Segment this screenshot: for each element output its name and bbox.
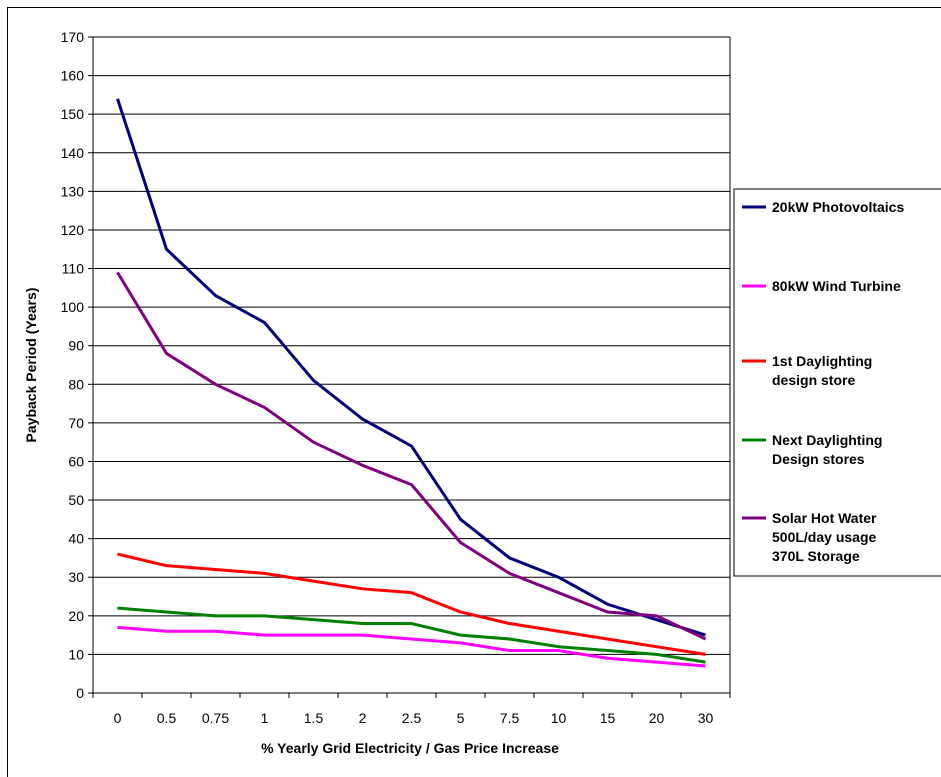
legend-label: 370L Storage	[772, 548, 860, 564]
y-axis-title: Payback Period (Years)	[23, 288, 39, 443]
x-axis-title: % Yearly Grid Electricity / Gas Price In…	[261, 740, 559, 756]
x-tick-label: 20	[649, 710, 665, 726]
legend-label: Design stores	[772, 451, 865, 467]
legend-label: 1st Daylighting	[772, 353, 872, 369]
y-tick-label: 130	[61, 183, 85, 199]
x-tick-label: 1	[261, 710, 269, 726]
legend-label: Solar Hot Water	[772, 510, 877, 526]
y-tick-label: 0	[76, 685, 84, 701]
legend-items: 20kW Photovoltaics 80kW Wind Turbine 1st D…	[742, 199, 904, 564]
legend-label: 20kW Photovoltaics	[772, 199, 904, 215]
x-tick-label: 0.75	[202, 710, 229, 726]
legend: 20kW Photovoltaics 80kW Wind Turbine 1st D…	[733, 188, 941, 577]
x-tick-label: 7.5	[500, 710, 520, 726]
legend-label: 80kW Wind Turbine	[772, 278, 901, 294]
y-tick-labels: 0 10 20 30 40 50 60 70 80 90 100 110 120 130 140 150 160…	[61, 29, 85, 701]
series-line-1	[116, 98, 706, 637]
y-tick-label: 170	[61, 29, 85, 45]
y-tick-label: 10	[68, 646, 84, 662]
y-tick-label: 60	[68, 453, 84, 469]
x-tick-labels: 0 0.5 0.75 1 1.5 2 2.5 5 7.5 10 15 20 30	[114, 710, 714, 726]
y-tick-label: 100	[61, 299, 85, 315]
legend-label: 500L/day usage	[772, 529, 876, 545]
x-tick-label: 10	[551, 710, 567, 726]
y-tick-label: 140	[61, 145, 85, 161]
y-tick-label: 90	[68, 338, 84, 354]
plot-area	[93, 37, 730, 693]
y-tick-label: 40	[68, 531, 84, 547]
x-tick-label: 5	[457, 710, 465, 726]
x-tick-label: 2	[359, 710, 367, 726]
x-tick-label: 2.5	[402, 710, 422, 726]
gridlines	[93, 36, 730, 655]
series-line-3	[117, 552, 706, 656]
legend-box	[733, 188, 941, 577]
x-tick-label: 0	[114, 710, 122, 726]
y-tick-label: 110	[62, 261, 85, 277]
y-tick-label: 50	[68, 492, 84, 508]
y-tick-label: 160	[61, 68, 85, 84]
series-lines	[116, 98, 707, 668]
chart-frame	[7, 7, 941, 777]
series-line-5	[116, 271, 707, 641]
x-tick-label: 30	[698, 710, 714, 726]
y-tick-label: 150	[61, 106, 85, 122]
x-tick-label: 0.5	[157, 710, 177, 726]
y-tick-label: 30	[68, 569, 84, 585]
x-tick-label: 15	[600, 710, 616, 726]
series-line-4	[117, 606, 706, 664]
legend-label: Next Daylighting	[772, 432, 882, 448]
series-line-2	[117, 625, 706, 668]
y-tick-label: 20	[68, 608, 84, 624]
y-tick-label: 120	[61, 222, 85, 238]
y-tick-label: 70	[68, 415, 84, 431]
x-tick-label: 1.5	[304, 710, 324, 726]
axes	[88, 36, 731, 698]
legend-label: design store	[772, 372, 855, 388]
y-tick-label: 80	[68, 376, 84, 392]
